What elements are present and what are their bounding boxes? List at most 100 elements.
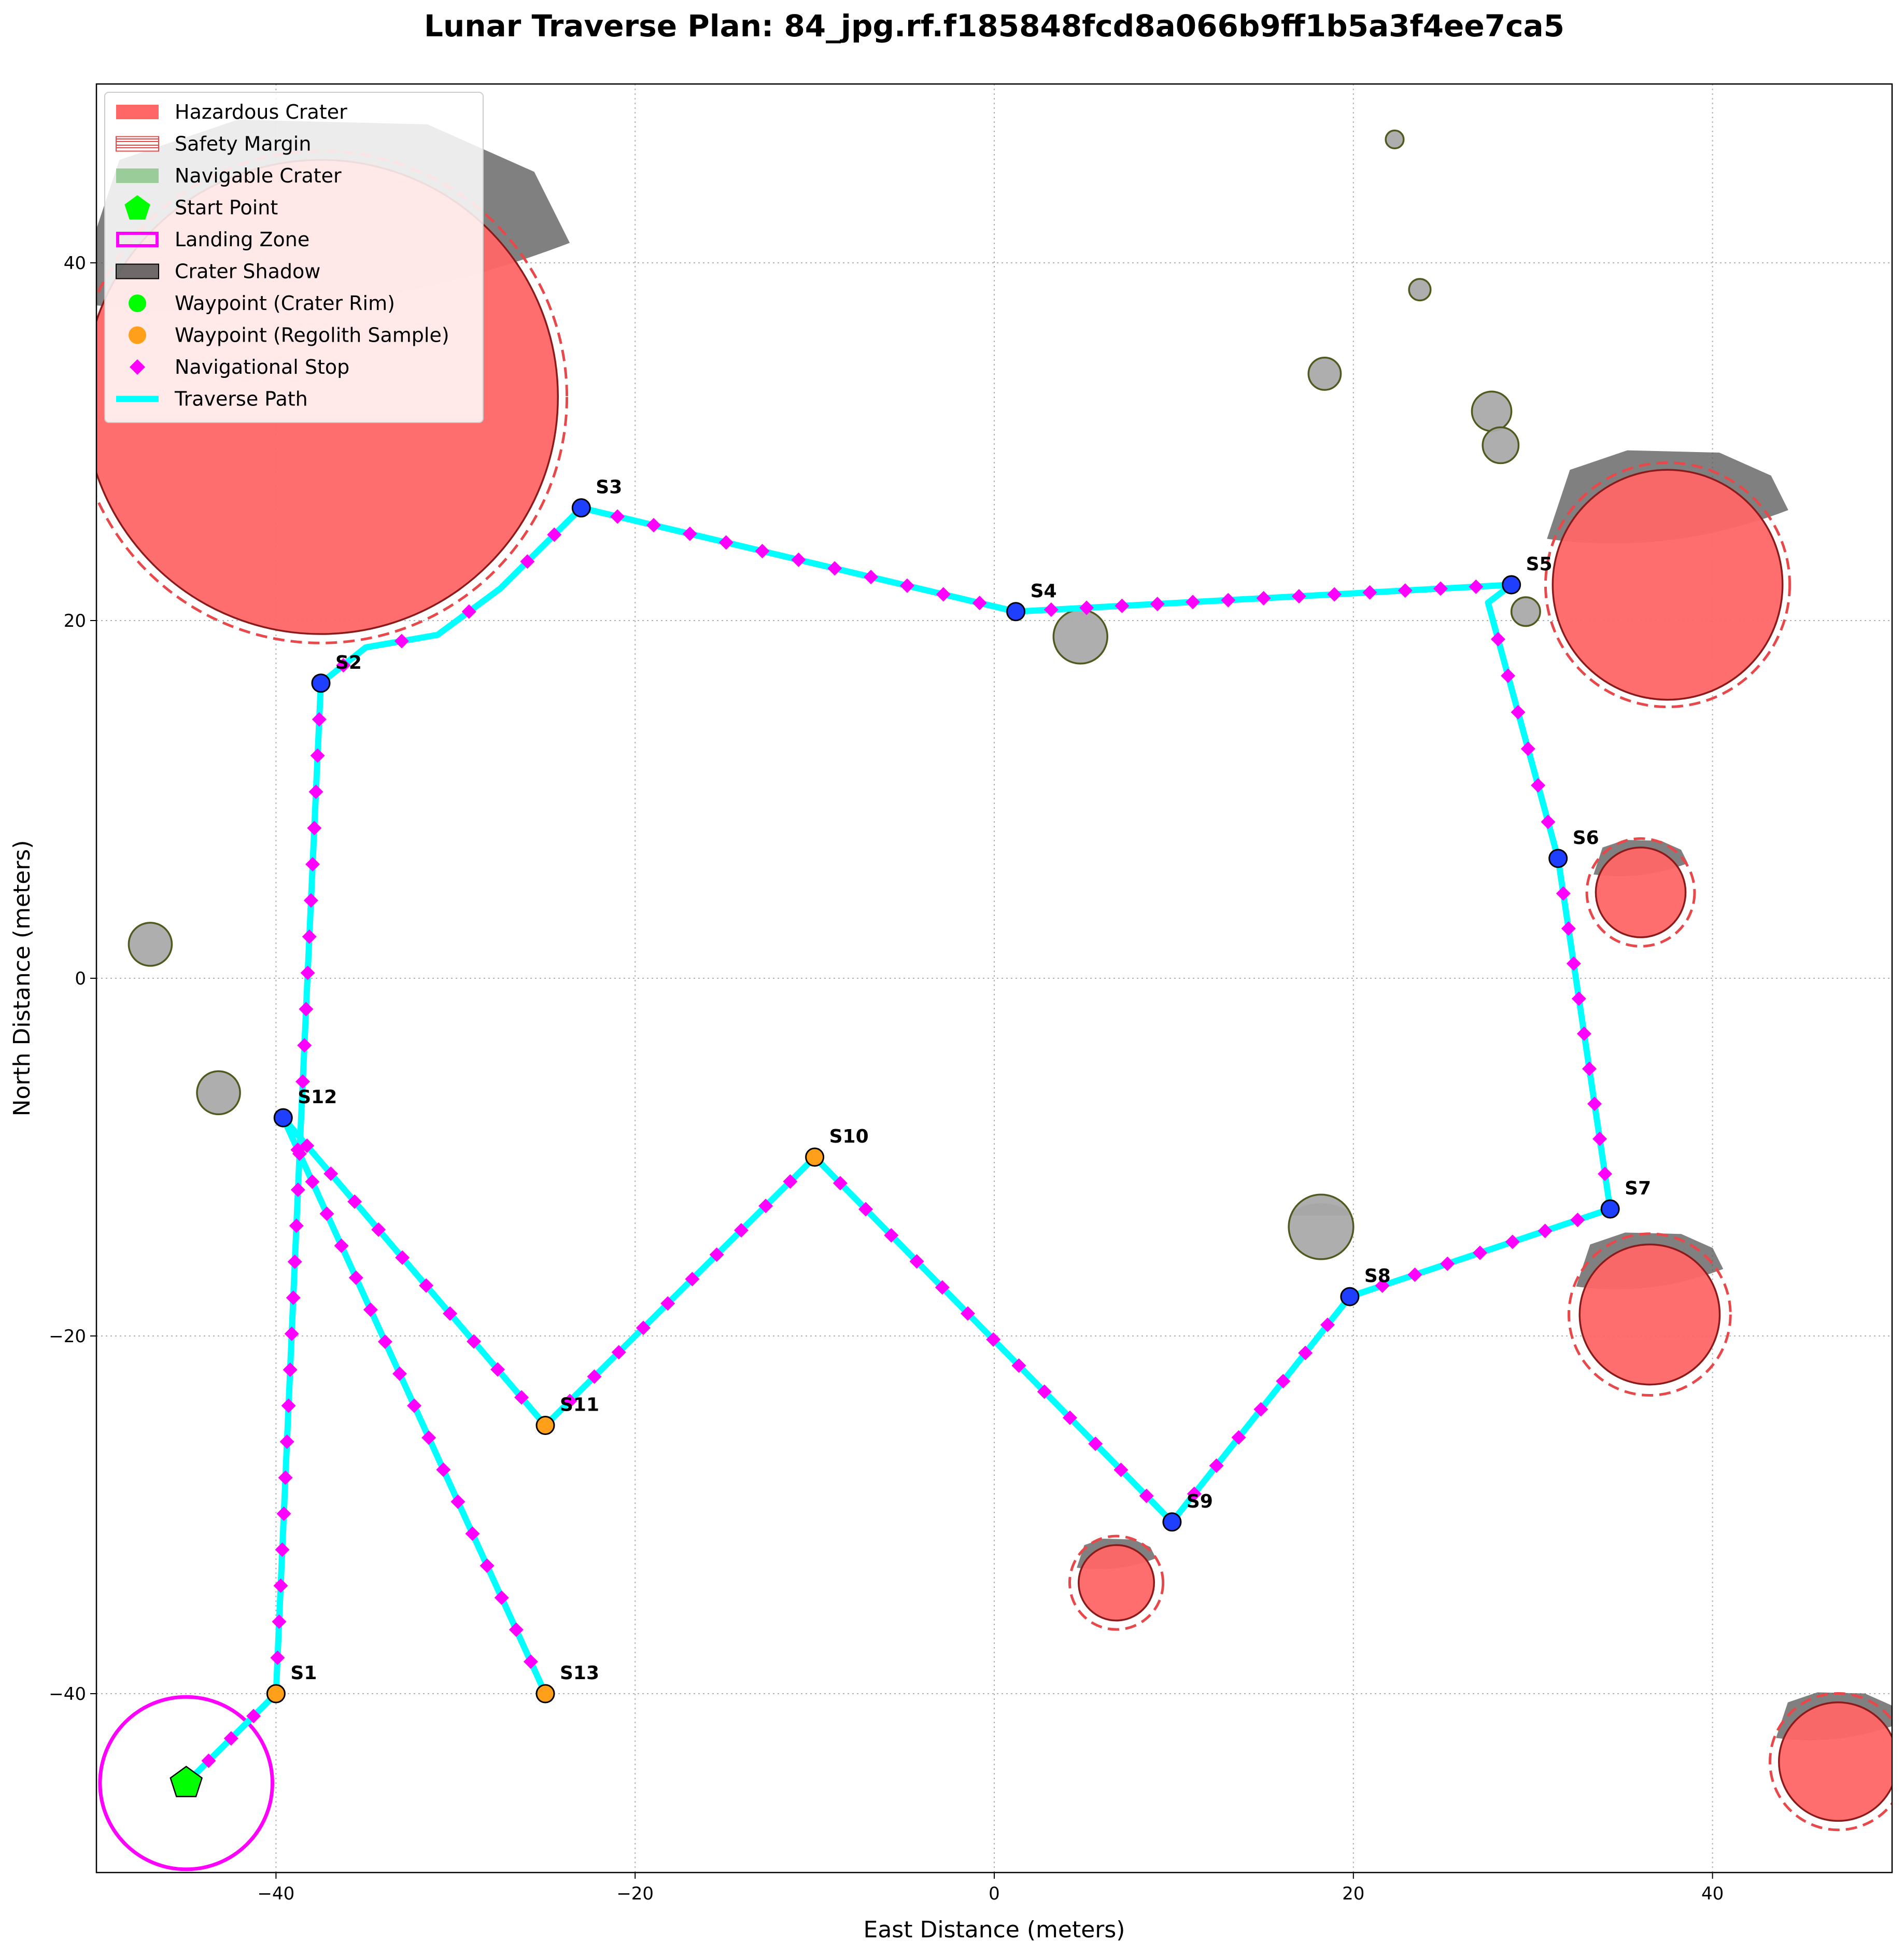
nav-stop: [287, 1254, 302, 1269]
landing-zone: [98, 1695, 274, 1871]
waypoint-label: S1: [290, 1663, 317, 1684]
nav-stop: [1592, 1131, 1607, 1146]
nav-stop: [1582, 1061, 1597, 1076]
nav-stop: [1362, 585, 1377, 600]
nav-stop: [1221, 593, 1236, 608]
nav-stop: [407, 1398, 422, 1413]
nav-stop: [986, 1332, 1001, 1347]
navigable-circle: [128, 922, 173, 967]
navigable-circle: [1471, 390, 1513, 432]
navigable-crater: [128, 922, 173, 967]
waypoint-label: S3: [596, 477, 622, 498]
nav-stop: [610, 509, 625, 524]
legend-label: Waypoint (Crater Rim): [175, 292, 395, 315]
waypoint-marker: [1340, 1287, 1360, 1306]
nav-stop: [1440, 1256, 1455, 1271]
nav-stop: [290, 1142, 305, 1157]
legend-navstop-swatch: [130, 359, 145, 375]
y-tick-label: −40: [49, 1684, 86, 1705]
nav-stop: [1276, 1374, 1291, 1389]
waypoint-marker: [1600, 1199, 1620, 1219]
nav-stop: [1556, 886, 1571, 901]
nav-stop: [450, 1494, 466, 1509]
nav-stop: [961, 1306, 976, 1321]
legend-label: Landing Zone: [175, 228, 309, 251]
nav-stop: [1253, 1402, 1268, 1417]
nav-stop: [300, 965, 315, 980]
nav-stop: [443, 1306, 458, 1321]
nav-stop: [319, 1206, 334, 1221]
nav-stop: [1433, 581, 1448, 596]
start-point: [170, 1765, 203, 1797]
nav-stop: [547, 527, 562, 542]
nav-stop: [1570, 1213, 1585, 1228]
y-tick-label: 20: [64, 611, 86, 631]
nav-stop: [1571, 991, 1586, 1006]
nav-stop: [223, 1731, 238, 1746]
legend-entry: Traverse Path: [116, 388, 308, 411]
legend-label: Crater Shadow: [175, 260, 320, 283]
hazard-circle: [1578, 1243, 1721, 1386]
x-axis-label: East Distance (meters): [864, 1917, 1125, 1943]
waypoint-marker: [1162, 1512, 1182, 1532]
legend-sample-swatch: [129, 326, 146, 344]
nav-stop: [1113, 1462, 1129, 1477]
navigable-crater: [196, 1070, 241, 1116]
nav-stop: [1587, 1096, 1602, 1111]
nav-stop: [1531, 778, 1546, 793]
nav-stop: [395, 1250, 410, 1265]
navigable-crater: [1471, 390, 1513, 432]
nav-stop: [1291, 589, 1306, 604]
navigable-crater: [1510, 596, 1541, 627]
nav-stop: [1327, 587, 1342, 602]
legend-start-swatch: [124, 195, 150, 220]
nav-stop: [307, 821, 322, 836]
nav-stop: [286, 1290, 301, 1305]
nav-stop: [1043, 602, 1059, 617]
nav-stop: [278, 1470, 293, 1485]
nav-stop: [461, 604, 476, 619]
nav-stop: [864, 570, 879, 585]
waypoint-label: S5: [1526, 554, 1553, 575]
waypoint-marker: [535, 1684, 555, 1704]
nav-stop: [587, 1369, 602, 1384]
nav-stop: [394, 634, 409, 649]
nav-stop: [312, 712, 327, 727]
nav-stop: [363, 1302, 378, 1317]
waypoint-label: S10: [829, 1126, 869, 1147]
legend-label: Hazardous Crater: [175, 101, 347, 123]
x-tick-label: 0: [989, 1883, 1000, 1904]
nav-stop: [827, 561, 842, 576]
legend-label: Safety Margin: [175, 133, 311, 156]
nav-stop: [1375, 1278, 1390, 1293]
nav-stop: [734, 1223, 749, 1238]
waypoint-label: S7: [1625, 1178, 1651, 1199]
nav-stop: [791, 552, 806, 567]
nav-stop: [479, 1558, 495, 1573]
nav-stop: [467, 1334, 482, 1349]
y-axis-label: North Distance (meters): [9, 840, 35, 1116]
nav-stop: [465, 1526, 480, 1541]
waypoint-label: S9: [1187, 1491, 1213, 1512]
navigable-crater: [1288, 1193, 1355, 1260]
waypoint-marker: [311, 673, 331, 693]
nav-stop: [1079, 600, 1094, 615]
nav-stop: [972, 596, 987, 611]
waypoint-label: S8: [1364, 1265, 1391, 1287]
nav-stop: [611, 1345, 626, 1360]
navigable-circle: [196, 1070, 241, 1116]
nav-stop: [336, 658, 351, 673]
x-tick-label: 20: [1342, 1883, 1364, 1904]
nav-stop: [1320, 1317, 1335, 1332]
nav-stop: [709, 1247, 724, 1262]
nav-stop: [295, 1074, 311, 1089]
legend-entry: Safety Margin: [116, 133, 311, 156]
nav-stop: [305, 1174, 320, 1189]
navigable-circle: [1385, 129, 1405, 150]
safety-margin: [1567, 1232, 1732, 1397]
nav-stop: [1298, 1345, 1313, 1360]
waypoint-label: S11: [560, 1395, 599, 1416]
waypoint-marker: [1502, 575, 1521, 595]
nav-stop: [1538, 1223, 1553, 1239]
navigable-crater: [1052, 609, 1108, 665]
